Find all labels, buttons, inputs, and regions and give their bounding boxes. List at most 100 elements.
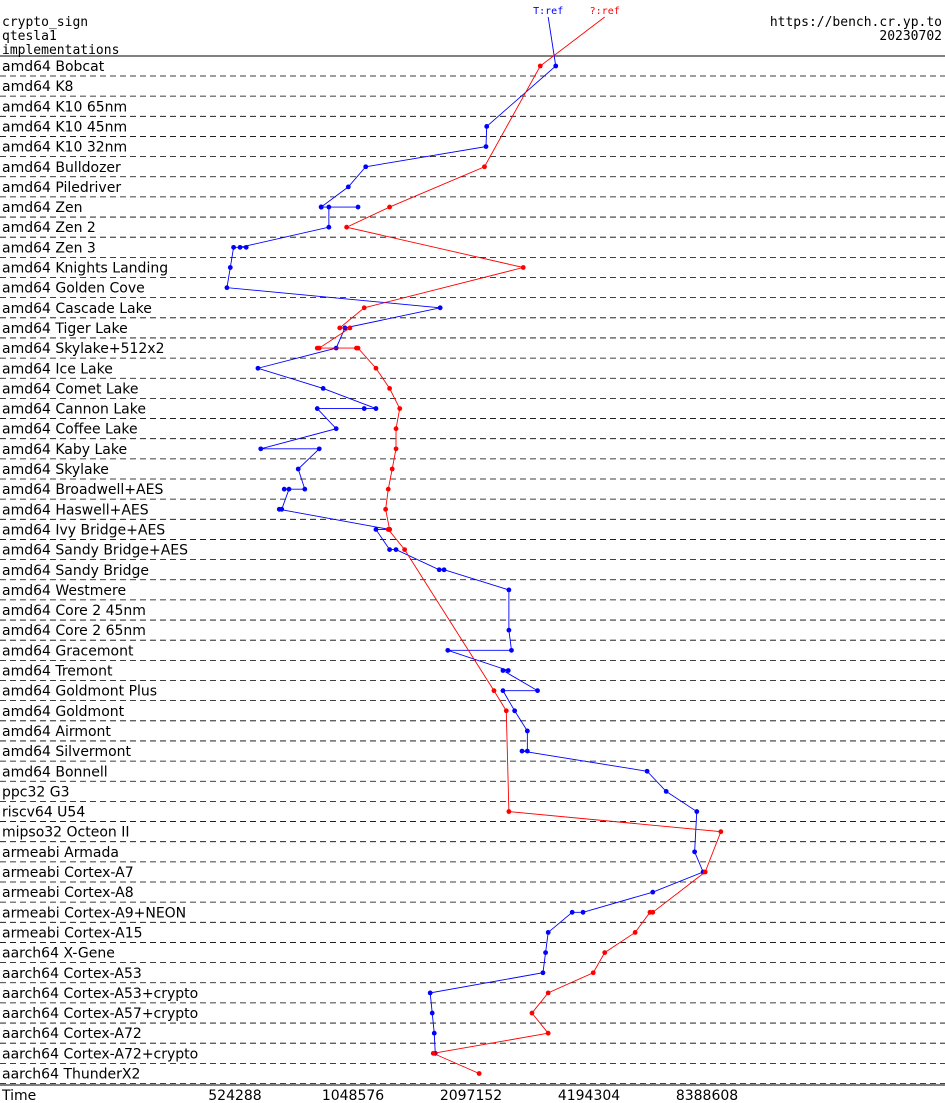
- row-label: amd64 Kaby Lake: [2, 442, 127, 458]
- row-label: armeabi Cortex-A15: [2, 925, 143, 941]
- row-label: amd64 Cascade Lake: [2, 301, 152, 317]
- data-point: [231, 244, 237, 250]
- row-label: amd64 Core 2 65nm: [2, 623, 146, 639]
- data-point: [302, 486, 308, 492]
- series-line: [226, 16, 704, 1054]
- row-label: ppc32 G3: [2, 784, 70, 800]
- data-point: [509, 647, 514, 653]
- data-point: [430, 1050, 436, 1056]
- data-point: [383, 506, 389, 512]
- row-label: amd64 Coffee Lake: [2, 422, 138, 438]
- data-point: [545, 990, 551, 996]
- data-point: [580, 909, 586, 915]
- data-point: [483, 144, 489, 150]
- row-label: amd64 Sandy Bridge: [2, 563, 149, 579]
- row-label: amd64 Sandy Bridge+AES: [2, 543, 188, 559]
- row-label: amd64 Golden Cove: [2, 281, 145, 297]
- row-label: amd64 Zen: [2, 200, 82, 216]
- data-point: [503, 708, 509, 714]
- row-label: aarch64 Cortex-A53+crypto: [2, 986, 198, 1002]
- data-point: [224, 285, 230, 291]
- data-point: [227, 265, 233, 270]
- row-label: aarch64 Cortex-A53: [2, 966, 142, 982]
- row-label: amd64 K10 65nm: [2, 99, 127, 115]
- data-point: [535, 688, 540, 694]
- data-point: [393, 426, 399, 432]
- data-point: [553, 63, 559, 69]
- header-line-algorithm: qtesla1: [2, 29, 57, 44]
- data-point: [389, 466, 395, 472]
- row-label: amd64 Goldmont Plus: [2, 684, 157, 700]
- data-point: [320, 386, 326, 391]
- row-label: amd64 Airmont: [2, 724, 111, 740]
- x-axis-label: Time: [1, 1088, 36, 1103]
- header-url: https://bench.cr.yp.to: [770, 15, 942, 30]
- data-point: [427, 990, 433, 996]
- header-line-primitive: crypto_sign: [2, 15, 88, 30]
- data-point: [500, 668, 506, 673]
- data-point: [337, 325, 343, 331]
- data-point: [393, 446, 399, 452]
- data-point: [373, 527, 379, 532]
- data-point: [524, 748, 530, 754]
- data-point: [632, 930, 638, 935]
- data-point: [647, 909, 653, 915]
- data-point: [361, 305, 367, 311]
- row-label: aarch64 Cortex-A57+crypto: [2, 1006, 198, 1022]
- data-point: [540, 970, 546, 976]
- data-point: [650, 889, 656, 895]
- data-point: [500, 688, 506, 694]
- data-point: [333, 426, 339, 432]
- data-point: [243, 244, 249, 250]
- data-point: [437, 305, 443, 311]
- header-date: 20230702: [879, 29, 942, 44]
- data-point: [569, 909, 575, 915]
- data-point: [543, 950, 548, 955]
- data-point: [326, 204, 332, 210]
- row-label: amd64 Goldmont: [2, 704, 125, 720]
- data-point: [361, 406, 367, 411]
- data-point: [373, 406, 379, 411]
- row-label: amd64 Bobcat: [2, 59, 105, 75]
- data-point: [402, 547, 408, 552]
- header-line-implementations: implementations: [2, 43, 119, 58]
- data-point: [355, 345, 361, 351]
- row-label: amd64 Comet Lake: [2, 381, 139, 397]
- data-point: [344, 224, 350, 230]
- data-point: [258, 446, 264, 452]
- data-point: [276, 506, 282, 512]
- row-label: armeabi Cortex-A9+NEON: [2, 905, 186, 921]
- data-point: [318, 204, 324, 210]
- row-label: amd64 K10 45nm: [2, 119, 127, 135]
- data-point: [286, 486, 292, 492]
- row-label: aarch64 X-Gene: [2, 946, 115, 962]
- data-point: [393, 547, 399, 552]
- data-point: [326, 224, 332, 230]
- series-line: [317, 16, 722, 1074]
- row-label: amd64 Skylake: [2, 462, 109, 478]
- data-point: [429, 1010, 435, 1016]
- row-label: amd64 Ivy Bridge+AES: [2, 522, 165, 538]
- row-label: amd64 Tremont: [2, 664, 113, 680]
- row-label: aarch64 Cortex-A72: [2, 1026, 142, 1042]
- row-label: amd64 Knights Landing: [2, 261, 168, 277]
- data-point: [387, 204, 392, 210]
- data-point: [484, 124, 490, 129]
- row-label: amd64 Haswell+AES: [2, 502, 149, 518]
- data-point: [237, 244, 243, 250]
- x-tick-label: 524288: [208, 1088, 261, 1103]
- row-label: amd64 Bulldozer: [2, 160, 121, 176]
- data-point: [506, 809, 512, 814]
- row-label: amd64 Ice Lake: [2, 361, 113, 377]
- x-tick-label: 1048576: [322, 1088, 384, 1103]
- data-point: [694, 809, 700, 814]
- row-label: amd64 Westmere: [2, 583, 126, 599]
- data-point: [519, 748, 525, 754]
- row-label: amd64 Silvermont: [2, 744, 132, 760]
- data-point: [387, 547, 392, 552]
- data-point: [385, 527, 391, 532]
- data-point: [520, 265, 526, 270]
- data-point: [482, 164, 487, 170]
- row-label: armeabi Armada: [2, 845, 119, 861]
- data-point: [255, 365, 261, 371]
